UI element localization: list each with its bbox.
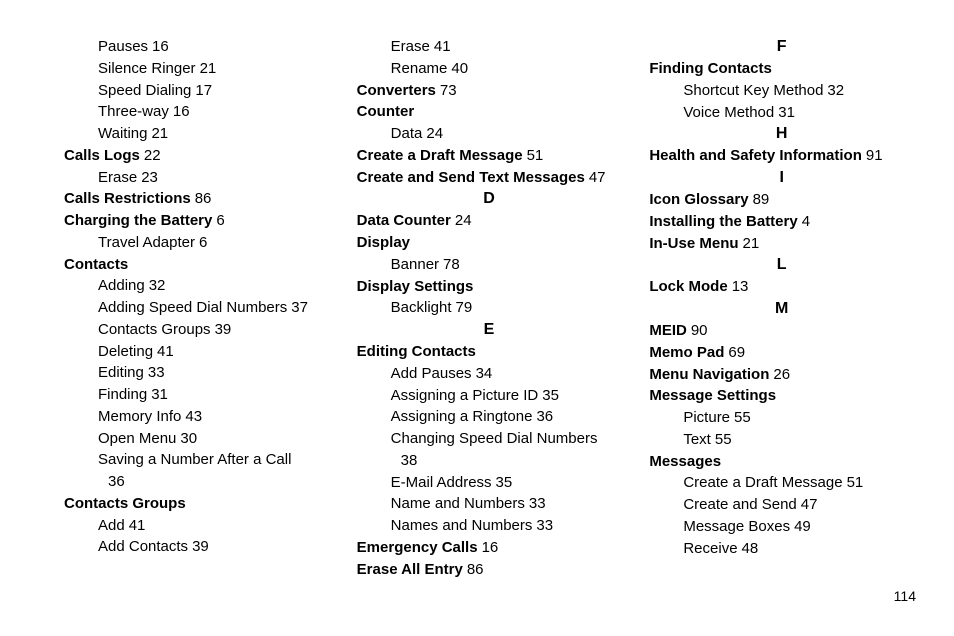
index-sub: Waiting21: [64, 123, 329, 145]
index-sub: Saving a Number After a Call: [64, 449, 329, 471]
index-sub: Changing Speed Dial Numbers: [357, 428, 622, 450]
index-main: Contacts: [64, 254, 329, 276]
index-column-3: F Finding Contacts Shortcut Key Method32…: [649, 36, 914, 580]
index-main: Calls Logs22: [64, 145, 329, 167]
index-sub: Assigning a Ringtone36: [357, 406, 622, 428]
index-columns: Pauses16 Silence Ringer21 Speed Dialing1…: [0, 0, 954, 600]
index-sub: Memory Info43: [64, 406, 329, 428]
index-sub: Erase41: [357, 36, 622, 58]
index-sub: Voice Method31: [649, 102, 914, 124]
index-main: Icon Glossary89: [649, 189, 914, 211]
index-sub: Names and Numbers33: [357, 515, 622, 537]
index-main: Converters73: [357, 80, 622, 102]
index-sub-cont: 36: [64, 471, 329, 493]
index-sub: Travel Adapter6: [64, 232, 329, 254]
index-main: Lock Mode13: [649, 276, 914, 298]
index-main: Create and Send Text Messages47: [357, 167, 622, 189]
index-letter-m: M: [649, 300, 914, 318]
index-sub: Text55: [649, 429, 914, 451]
index-letter-f: F: [649, 38, 914, 56]
index-main: Memo Pad69: [649, 342, 914, 364]
index-main: Menu Navigation26: [649, 364, 914, 386]
index-main: Message Settings: [649, 385, 914, 407]
index-sub: Silence Ringer21: [64, 58, 329, 80]
index-sub: Finding31: [64, 384, 329, 406]
index-sub: Receive48: [649, 538, 914, 560]
index-sub: Add41: [64, 515, 329, 537]
index-main: Calls Restrictions86: [64, 188, 329, 210]
index-main: Health and Safety Information91: [649, 145, 914, 167]
index-sub: Add Contacts39: [64, 536, 329, 558]
index-sub: Picture55: [649, 407, 914, 429]
index-column-1: Pauses16 Silence Ringer21 Speed Dialing1…: [54, 36, 329, 580]
index-sub: Create a Draft Message51: [649, 472, 914, 494]
index-sub: E-Mail Address35: [357, 472, 622, 494]
index-letter-l: L: [649, 256, 914, 274]
index-main: Contacts Groups: [64, 493, 329, 515]
index-sub: Assigning a Picture ID35: [357, 385, 622, 407]
index-sub: Deleting41: [64, 341, 329, 363]
index-main: MEID90: [649, 320, 914, 342]
index-sub: Three-way16: [64, 101, 329, 123]
index-main: Editing Contacts: [357, 341, 622, 363]
index-sub: Shortcut Key Method32: [649, 80, 914, 102]
index-sub: Message Boxes49: [649, 516, 914, 538]
index-letter-i: I: [649, 169, 914, 187]
index-main: Installing the Battery4: [649, 211, 914, 233]
index-main: Messages: [649, 451, 914, 473]
index-sub: Editing33: [64, 362, 329, 384]
index-main: Create a Draft Message51: [357, 145, 622, 167]
index-column-2: Erase41 Rename40 Converters73 Counter Da…: [357, 36, 622, 580]
index-letter-e: E: [357, 321, 622, 339]
index-sub: Banner78: [357, 254, 622, 276]
index-main: Counter: [357, 101, 622, 123]
index-main: Erase All Entry86: [357, 559, 622, 581]
index-main: Emergency Calls16: [357, 537, 622, 559]
index-sub: Open Menu30: [64, 428, 329, 450]
index-sub: Name and Numbers33: [357, 493, 622, 515]
index-sub: Pauses16: [64, 36, 329, 58]
index-sub: Speed Dialing17: [64, 80, 329, 102]
index-sub: Adding32: [64, 275, 329, 297]
index-sub: Add Pauses34: [357, 363, 622, 385]
index-sub: Rename40: [357, 58, 622, 80]
index-sub: Create and Send47: [649, 494, 914, 516]
index-main: Display: [357, 232, 622, 254]
index-sub: Erase23: [64, 167, 329, 189]
index-sub: Backlight79: [357, 297, 622, 319]
index-letter-h: H: [649, 125, 914, 143]
index-main: Charging the Battery6: [64, 210, 329, 232]
index-sub-cont: 38: [357, 450, 622, 472]
index-main: In-Use Menu21: [649, 233, 914, 255]
index-letter-d: D: [357, 190, 622, 208]
index-sub: Contacts Groups39: [64, 319, 329, 341]
index-main: Data Counter24: [357, 210, 622, 232]
page-number: 114: [894, 588, 916, 604]
index-main: Display Settings: [357, 276, 622, 298]
index-main: Finding Contacts: [649, 58, 914, 80]
index-sub: Adding Speed Dial Numbers37: [64, 297, 329, 319]
index-sub: Data24: [357, 123, 622, 145]
